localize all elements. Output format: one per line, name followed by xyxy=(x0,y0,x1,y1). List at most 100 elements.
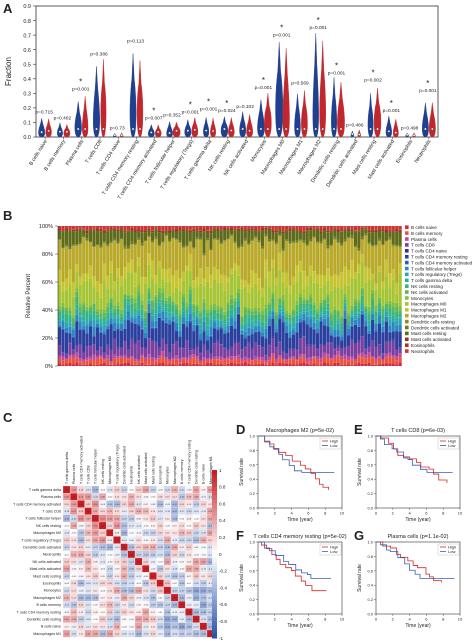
heatmap-row-label: Mast cells activated xyxy=(30,567,61,571)
km-x-tick-label: 2 xyxy=(274,617,277,622)
bar-segment xyxy=(340,272,344,289)
bar-segment xyxy=(164,322,168,324)
bar-segment xyxy=(106,288,110,303)
bar-segment xyxy=(350,226,354,229)
bar-segment xyxy=(309,364,313,366)
bar-segment xyxy=(192,247,196,249)
bar-segment xyxy=(371,245,375,247)
heatmap-cell-value: 0.20 xyxy=(129,511,134,513)
bar-segment xyxy=(164,297,168,301)
heatmap-cell-value: 0.05 xyxy=(151,526,156,528)
bar-segment xyxy=(109,299,113,303)
bar-segment xyxy=(281,281,285,295)
bar-segment xyxy=(281,233,285,249)
bar-segment xyxy=(126,226,130,230)
bar-segment xyxy=(381,353,385,360)
bar-segment xyxy=(316,322,320,329)
bar-segment xyxy=(371,306,375,311)
heatmap-row-label: NK cells activated xyxy=(32,560,61,564)
heatmap-cell-value: -0.03 xyxy=(165,526,171,528)
bar-segment xyxy=(302,362,306,366)
bar-segment xyxy=(254,237,258,274)
heatmap-cell-value: 0.39 xyxy=(122,598,127,600)
heatmap-cell-value: -0.27 xyxy=(122,518,128,520)
bar-segment xyxy=(161,351,165,356)
bar-segment xyxy=(357,264,361,273)
bar-segment xyxy=(250,238,254,241)
bar-segment xyxy=(281,321,285,323)
heatmap-cell-value: 1.00 xyxy=(72,497,77,499)
bar-segment xyxy=(312,271,316,283)
bar-segment xyxy=(181,229,186,232)
heatmap-cell-value: -0.11 xyxy=(151,562,157,564)
violin xyxy=(203,117,210,138)
bar-segment xyxy=(254,230,258,236)
panel-label-c: C xyxy=(3,410,13,425)
bar-segment xyxy=(137,306,141,310)
bar-segment xyxy=(271,293,275,299)
violin-median-point xyxy=(357,133,361,136)
bar-segment xyxy=(271,317,275,319)
bar-segment xyxy=(257,311,261,314)
bar-segment xyxy=(285,321,289,326)
heatmap-cell-value: 0.20 xyxy=(144,562,149,564)
km-x-tick-label: 6 xyxy=(307,511,310,516)
bar-segment xyxy=(88,356,93,360)
bar-segment xyxy=(130,364,134,366)
violin xyxy=(422,102,429,138)
colorbar-step xyxy=(212,512,217,517)
panel-label-b: B xyxy=(3,208,13,223)
bar-segment xyxy=(64,278,69,290)
bar-segment xyxy=(346,345,351,347)
bar-segment xyxy=(254,332,258,343)
bar-segment xyxy=(377,307,382,312)
bar-segment xyxy=(391,315,395,319)
bar-segment xyxy=(188,322,192,349)
bar-segment xyxy=(188,364,192,366)
bar-segment xyxy=(188,242,192,254)
bar-segment xyxy=(147,338,151,355)
bar-segment xyxy=(267,345,272,357)
bar-segment xyxy=(329,314,333,321)
bar-segment xyxy=(226,321,230,326)
bar-segment xyxy=(58,320,62,325)
bar-segment xyxy=(226,350,230,357)
bar-segment xyxy=(374,246,378,284)
heatmap-cell-value: -0.18 xyxy=(86,490,92,492)
bar-segment xyxy=(260,230,265,247)
heatmap-cell-value: -0.27 xyxy=(64,576,70,578)
legend-swatch xyxy=(405,249,409,253)
bar-segment xyxy=(195,311,199,314)
bar-segment xyxy=(346,226,351,229)
heatmap-cell-value: -0.26 xyxy=(194,533,200,535)
bar-segment xyxy=(99,331,103,333)
bar-segment xyxy=(195,346,199,357)
km-x-tick-label: 10 xyxy=(458,617,463,622)
bar-segment xyxy=(106,246,110,276)
bar-segment xyxy=(185,362,189,366)
bar-segment xyxy=(360,295,364,303)
bar-segment xyxy=(398,230,402,233)
heatmap-cell-value: -0.42 xyxy=(165,634,171,636)
bar-segment xyxy=(188,270,192,287)
bar-segment xyxy=(340,349,344,357)
bar-segment xyxy=(174,331,179,341)
bar-segment xyxy=(288,337,292,338)
bar-segment xyxy=(147,299,151,301)
bar-segment xyxy=(381,244,385,246)
bar-segment xyxy=(343,293,347,298)
bar-segment xyxy=(174,226,179,229)
heatmap-cell-value: 0.15 xyxy=(108,590,113,592)
bar-segment xyxy=(288,231,292,242)
bar-segment xyxy=(106,329,110,345)
km-title: Plasma cells (p=1.1e-02) xyxy=(388,534,449,540)
bar-segment xyxy=(302,308,306,312)
bar-segment xyxy=(236,304,241,307)
violin xyxy=(428,102,436,138)
bar-segment xyxy=(185,313,189,317)
bar-segment xyxy=(168,316,172,320)
bar-segment xyxy=(64,359,69,365)
bar-segment xyxy=(374,244,378,246)
bar-segment xyxy=(395,229,399,232)
bar-segment xyxy=(116,329,120,348)
